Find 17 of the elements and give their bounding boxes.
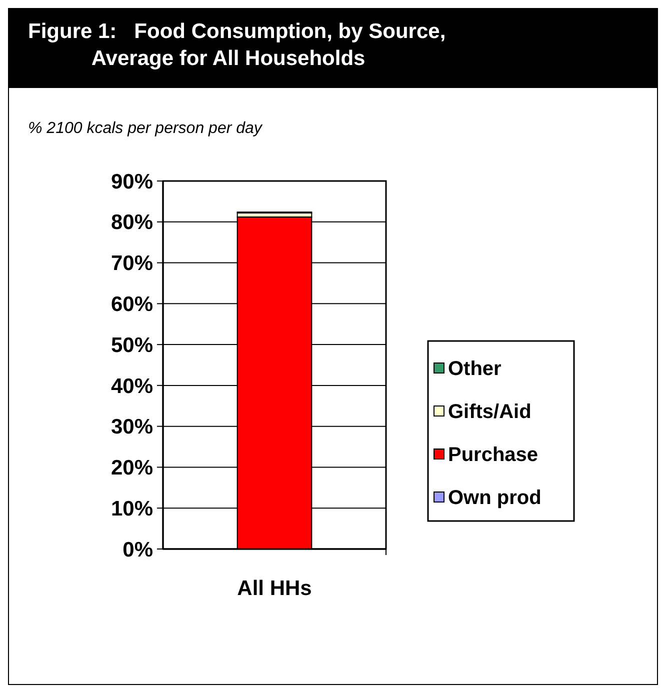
- legend-label: Other: [448, 358, 502, 380]
- y-tick-label: 20%: [110, 456, 154, 480]
- y-tick-label: 0%: [122, 538, 154, 562]
- chart-title: Figure 1: Food Consumption, by Source, Average for All Households: [28, 20, 446, 70]
- chart-subtitle: % 2100 kcals per person per day: [28, 120, 263, 137]
- y-tick-label: 80%: [110, 211, 154, 234]
- legend-label: Own prod: [448, 487, 542, 509]
- x-tick-label: All HHs: [237, 577, 312, 600]
- y-tick-label: 90%: [110, 170, 154, 194]
- legend-label: Purchase: [448, 444, 538, 466]
- y-tick-label: 30%: [110, 416, 154, 439]
- y-tick-label: 50%: [110, 334, 154, 357]
- y-tick-label: 70%: [110, 252, 154, 276]
- y-tick-label: 60%: [110, 293, 154, 316]
- y-tick-label: 40%: [110, 374, 154, 398]
- y-tick-label: 10%: [110, 497, 154, 520]
- legend-label: Gifts/Aid: [448, 401, 532, 423]
